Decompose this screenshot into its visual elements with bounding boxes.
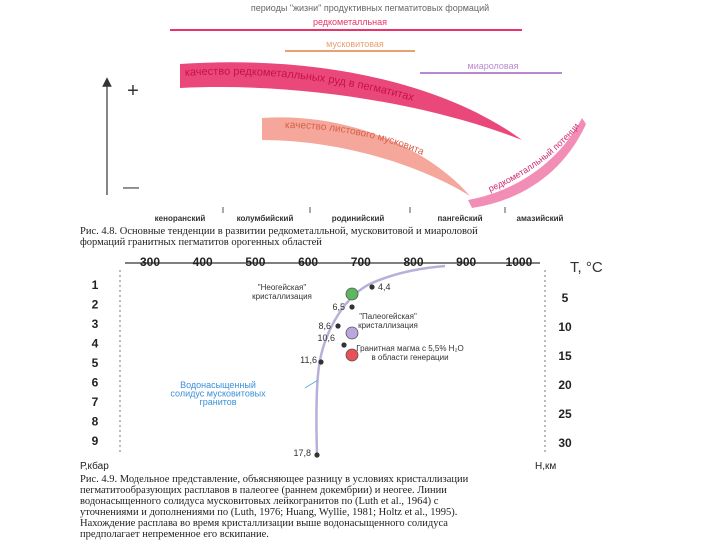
curve-point: [341, 342, 347, 348]
t-axis-title: T, °C: [570, 259, 603, 276]
caption-line: водонасыщенного солидуса мусковитовых ле…: [80, 496, 439, 507]
caption-line: Нахождение расплава во время кристаллиза…: [80, 518, 448, 529]
point-label: 10,6: [317, 333, 335, 343]
caption-line: предполагает непременное его вскипание.: [80, 529, 269, 540]
pink-band: [468, 118, 586, 208]
p-axis-title: Р,кбар: [80, 460, 109, 472]
solidus-label: Водонасыщенный: [180, 380, 256, 390]
legend-text: "Палеогейская": [359, 312, 417, 321]
red-band: [180, 62, 522, 140]
h-tick-label: 20: [558, 378, 572, 392]
caption-line: Рис. 4.8. Основные тенденции в развитии …: [80, 226, 478, 237]
point-label: 4,4: [378, 282, 391, 292]
curve-point: [369, 284, 375, 290]
era-label: кеноранский: [155, 214, 206, 223]
t-tick-label: 600: [298, 255, 318, 269]
point-label: 11,6: [300, 355, 317, 365]
t-tick-label: 400: [193, 255, 213, 269]
axis-minus: —: [123, 179, 139, 196]
caption-line: Рис. 4.9. Модельное представление, объяс…: [80, 474, 469, 485]
formation-label: мусковитовая: [326, 39, 384, 49]
p-tick-label: 6: [92, 376, 99, 390]
formation-label: миароловая: [468, 61, 519, 71]
legend-text: в области генерации: [371, 353, 448, 362]
p-tick-label: 2: [92, 298, 99, 312]
t-tick-label: 700: [351, 255, 371, 269]
era-label: колумбийский: [237, 214, 294, 223]
p-tick-label: 3: [92, 317, 99, 331]
p-tick-label: 4: [92, 337, 99, 351]
legend-marker: [345, 287, 359, 301]
t-tick-label: 900: [456, 255, 476, 269]
t-tick-label: 800: [403, 255, 423, 269]
era-label: родинийский: [332, 214, 385, 223]
legend-text: Гранитная магма с 5,5% H₂O: [356, 344, 464, 353]
curve-point: [314, 452, 320, 458]
p-tick-label: 9: [92, 434, 99, 448]
h-tick-label: 15: [558, 349, 572, 363]
header: периоды "жизни" продуктивных пегматитовы…: [251, 3, 489, 13]
figure-2-text: 300 400 500 600 700 800 900 1000 T, °C 1 2 3 4 5 6 7 8 9 Р…: [80, 255, 603, 472]
era-label: пангейский: [437, 214, 482, 223]
h-tick-label: 10: [558, 320, 572, 334]
solidus-pointer: [304, 379, 319, 389]
h-tick-label: 30: [558, 436, 572, 450]
curve-point: [349, 304, 355, 310]
formation-label: редкометалльная: [313, 17, 387, 27]
era-ticks: [222, 207, 506, 213]
t-tick-label: 300: [140, 255, 160, 269]
solidus-curve: [315, 264, 446, 456]
p-tick-label: 5: [92, 356, 99, 370]
p-tick-label: 8: [92, 415, 99, 429]
curve-point: [335, 323, 341, 329]
solidus-label: солидус мусковитовых: [170, 389, 266, 399]
h-tick-label: 5: [562, 291, 569, 305]
point-label: 6,5: [332, 302, 345, 312]
t-tick-label: 500: [245, 255, 265, 269]
caption-line: пегматитообразующих расплавов в палеогее…: [80, 485, 447, 496]
p-tick-label: 7: [92, 395, 99, 409]
point-label: 17,8: [293, 448, 311, 458]
legend-text: кристаллизация: [358, 321, 418, 330]
h-axis-title: Н,км: [535, 461, 556, 472]
axis-plus: +: [127, 80, 139, 102]
p-tick-label: 1: [92, 278, 99, 292]
curve-point: [318, 359, 324, 365]
caption-line: уточнениями и дополнениями по (Luth, 197…: [80, 507, 458, 518]
orange-band: [262, 117, 470, 196]
legend-marker: [345, 348, 359, 362]
caption-line: формаций гранитных пегматитов орогенных …: [80, 237, 322, 248]
legend-text: кристаллизация: [252, 292, 312, 301]
point-label: 8,6: [318, 321, 331, 331]
h-tick-label: 25: [558, 407, 572, 421]
legend-marker: [345, 326, 359, 340]
solidus-label: гранитов: [199, 397, 236, 407]
t-tick-label: 1000: [506, 255, 533, 269]
figure-1-text: периоды "жизни" продуктивных пегматитовы…: [0, 0, 581, 223]
legend-text: "Неогейская": [258, 283, 307, 292]
era-label: амазийский: [517, 214, 564, 223]
